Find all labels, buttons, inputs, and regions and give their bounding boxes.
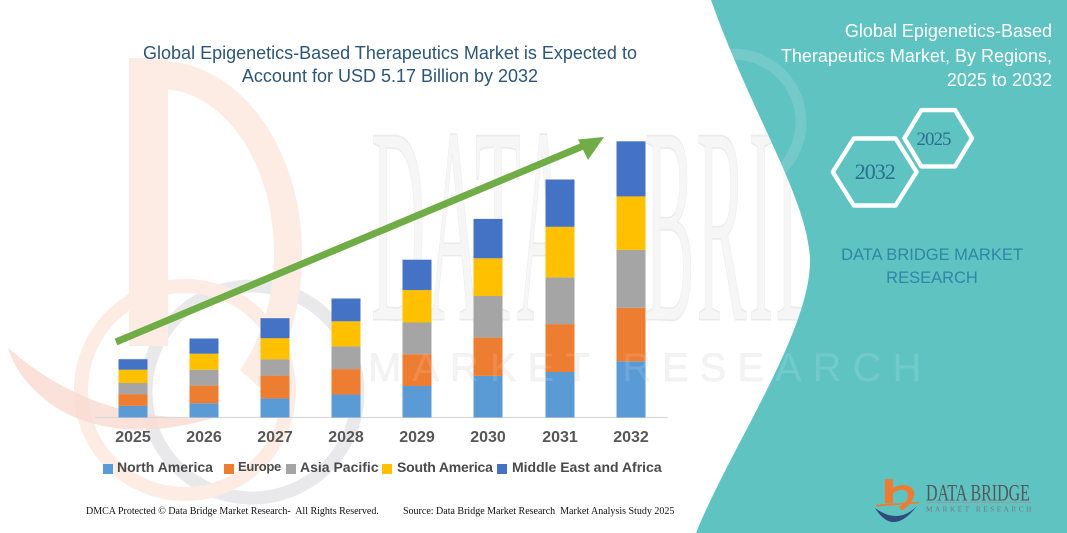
svg-text:2025: 2025 [917,129,952,150]
svg-text:MARKET RESEARCH: MARKET RESEARCH [926,506,1034,514]
svg-text:2032: 2032 [855,159,895,184]
svg-text:MARKET RESEARCH: MARKET RESEARCH [368,346,932,390]
